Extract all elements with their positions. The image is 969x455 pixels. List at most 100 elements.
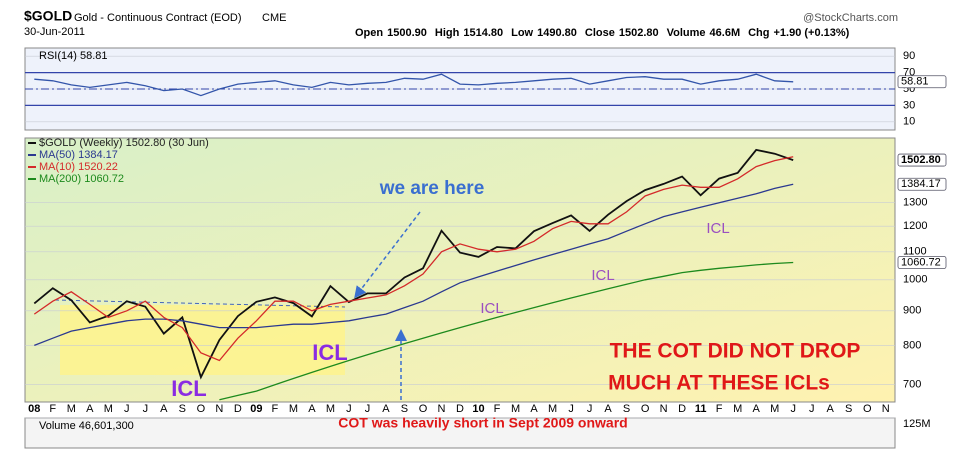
quote-part: Volume [667, 27, 706, 39]
annotation: ICL [312, 340, 347, 365]
quote-part: Close [585, 27, 615, 39]
panel-title: Volume 46,601,300 [39, 420, 134, 432]
price-tag [897, 177, 947, 191]
x-tick-label: N [215, 403, 223, 415]
x-tick-label: J [124, 403, 130, 415]
x-tick-label: M [326, 403, 335, 415]
x-tick-label: A [604, 403, 612, 415]
x-tick-label: J [587, 403, 593, 415]
x-tick-label: N [882, 403, 890, 415]
price-tag [897, 75, 947, 89]
x-tick-label: N [660, 403, 668, 415]
x-tick-label: A [160, 403, 168, 415]
x-tick-label: M [289, 403, 298, 415]
annotation: ICL [171, 376, 206, 401]
arrow [354, 211, 421, 299]
y-tick-label: 1300 [903, 197, 927, 209]
quote-part: Low [511, 27, 533, 39]
legend-label: MA(200) 1060.72 [39, 173, 124, 185]
x-tick-label: J [346, 403, 352, 415]
x-tick-label: S [401, 403, 408, 415]
quote-part: 1514.80 [463, 27, 503, 39]
x-tick-label: S [845, 403, 852, 415]
legend-label: MA(10) 1520.22 [39, 161, 118, 173]
y-tick-label: 1200 [903, 220, 927, 232]
contract-name: Gold - Continuous Contract (EOD) [74, 12, 242, 24]
x-tick-label: A [827, 403, 835, 415]
x-tick-label: D [678, 403, 686, 415]
x-tick-label: D [456, 403, 464, 415]
x-tick-label: 08 [28, 403, 40, 415]
y-tick-label: 30 [903, 99, 915, 111]
x-tick-label: J [143, 403, 149, 415]
x-tick-label: F [272, 403, 279, 415]
price-tag [897, 256, 947, 269]
price-tag-label: 1502.80 [901, 154, 941, 166]
x-tick-label: M [733, 403, 742, 415]
source: @StockCharts.com [803, 12, 898, 24]
x-tick-label: N [438, 403, 446, 415]
exchange: CME [262, 12, 286, 24]
y-tick-label: 900 [903, 305, 921, 317]
x-tick-label: M [67, 403, 76, 415]
x-tick-label: F [49, 403, 56, 415]
y-tick-label: 700 [903, 379, 921, 391]
x-tick-label: O [641, 403, 650, 415]
x-tick-label: J [568, 403, 574, 415]
y-tick-label: 90 [903, 50, 915, 62]
price-tag [897, 153, 947, 167]
volume-panel [24, 417, 896, 449]
quote: Open 1500.90 High 1514.80 Low 1490.80 Close 150… [355, 27, 850, 39]
annotation: MUCH AT THESE ICLs [608, 372, 830, 395]
date: 30-Jun-2011 [24, 26, 85, 38]
x-tick-label: M [104, 403, 113, 415]
panel-title: RSI(14) 58.81 [39, 50, 107, 62]
price-tag-label: 1060.72 [901, 256, 941, 268]
quote-part: Chg [748, 27, 769, 39]
x-tick-label: 09 [250, 403, 262, 415]
x-tick-label: M [511, 403, 520, 415]
quote-part: High [435, 27, 460, 39]
annotation: ICL [706, 220, 729, 237]
price-tag-label: 58.81 [901, 76, 929, 88]
highlight-zone [60, 305, 345, 375]
series-line [33, 148, 794, 380]
x-tick-label: M [548, 403, 557, 415]
quote-part: 1490.80 [537, 27, 577, 39]
series-line [34, 183, 794, 347]
x-tick-label: M [770, 403, 779, 415]
x-tick-label: J [365, 403, 371, 415]
series-line [219, 261, 794, 401]
x-tick-label: S [179, 403, 186, 415]
x-tick-label: A [308, 403, 316, 415]
x-tick-label: A [752, 403, 760, 415]
symbol: $GOLD [24, 8, 72, 24]
y-tick-label: 125M [903, 418, 931, 430]
series-line [34, 73, 794, 97]
annotation: THE COT DID NOT DROP [610, 340, 861, 363]
quote-part: Open [355, 27, 383, 39]
y-tick-label: 10 [903, 116, 915, 128]
annotation: we are here [379, 178, 485, 199]
x-tick-label: 11 [695, 403, 707, 415]
x-tick-label: S [623, 403, 630, 415]
x-tick-label: A [382, 403, 390, 415]
quote-part: 1500.90 [387, 27, 427, 39]
annotation: COT was heavily short in Sept 2009 onwar… [338, 415, 627, 431]
legend-label: MA(50) 1384.17 [39, 149, 118, 161]
quote-part: +1.90 (+0.13%) [774, 27, 850, 39]
quote-part: 1502.80 [619, 27, 659, 39]
x-tick-label: J [790, 403, 796, 415]
quote-part: 46.6M [710, 27, 741, 39]
x-tick-label: F [494, 403, 501, 415]
x-tick-label: O [419, 403, 428, 415]
y-tick-label: 1000 [903, 274, 927, 286]
x-tick-label: O [197, 403, 206, 415]
annotation: ICL [480, 300, 503, 317]
x-tick-label: A [86, 403, 94, 415]
x-tick-label: A [530, 403, 538, 415]
y-tick-label: 800 [903, 339, 921, 351]
